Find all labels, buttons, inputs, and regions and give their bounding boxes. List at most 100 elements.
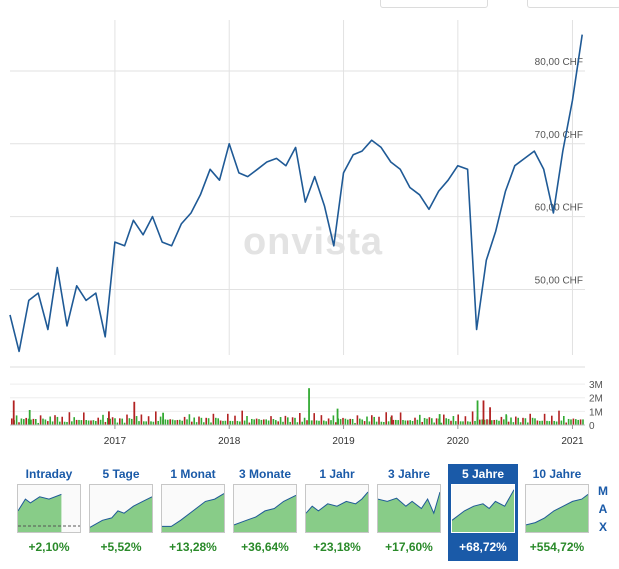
- volume-bar: [66, 421, 68, 425]
- volume-bar: [402, 420, 404, 425]
- volume-bar: [205, 417, 207, 425]
- volume-bar: [318, 420, 320, 425]
- volume-bar: [169, 419, 171, 425]
- volume-bar: [529, 413, 531, 425]
- volume-bar: [248, 422, 251, 425]
- tab-3-jahre[interactable]: 3 Jahre +17,60%: [374, 464, 444, 561]
- tab-10-jahre[interactable]: 10 Jahre +554,72%: [522, 464, 592, 561]
- x-tick-label: 2017: [104, 436, 127, 447]
- volume-bar: [253, 419, 255, 425]
- volume-bar: [563, 416, 565, 425]
- tab-label: 1 Monat: [170, 467, 216, 481]
- volume-bar: [42, 418, 44, 425]
- volume-bar: [68, 412, 71, 425]
- max-letter: A: [598, 502, 608, 516]
- volume-bar: [99, 419, 102, 425]
- volume-bar: [25, 417, 27, 425]
- tab-intraday[interactable]: Intraday +2,10%: [14, 464, 84, 561]
- volume-bar: [135, 416, 138, 425]
- thumbnail-line: [526, 494, 588, 526]
- volume-bar: [294, 417, 296, 425]
- volume-bar: [159, 416, 162, 425]
- top-control-button[interactable]: [380, 0, 488, 8]
- volume-bar: [291, 417, 294, 425]
- volume-bar: [459, 421, 462, 425]
- volume-bar: [335, 422, 337, 425]
- tab-label: 3 Jahre: [387, 467, 431, 481]
- thumbnail-sparkline: [306, 491, 368, 532]
- thumbnail-line: [18, 493, 62, 512]
- volume-bar: [83, 412, 85, 425]
- tab-1-monat[interactable]: 1 Monat +13,28%: [158, 464, 228, 561]
- volume-bar: [527, 422, 529, 425]
- volume-bar: [500, 416, 503, 425]
- volume-bar: [347, 419, 349, 425]
- volume-bar: [15, 415, 18, 425]
- volume-bar: [75, 419, 78, 425]
- volume-bar: [78, 419, 80, 425]
- volume-bar: [572, 418, 575, 425]
- volume-bar: [95, 421, 97, 425]
- volume-bar: [212, 413, 215, 425]
- volume-bar: [512, 422, 515, 425]
- volume-spike-bar: [489, 407, 491, 425]
- volume-bar: [455, 421, 457, 425]
- max-tab[interactable]: M A X: [597, 482, 609, 536]
- volume-bar: [155, 411, 157, 425]
- thumbnail-line: [90, 496, 152, 528]
- volume-bar: [363, 421, 366, 425]
- thumbnail-area: [306, 492, 368, 532]
- volume-bar: [327, 418, 330, 425]
- volume-bar: [176, 419, 179, 425]
- volume-bar: [260, 419, 263, 425]
- volume-spike-bar: [390, 415, 393, 425]
- y-tick-label: 50,00 CHF: [535, 275, 583, 286]
- thumbnail-sparkline: [18, 493, 80, 532]
- volume-bar: [313, 413, 315, 425]
- volume-bar: [255, 418, 258, 425]
- volume-bar: [239, 421, 241, 425]
- volume-bar: [351, 419, 354, 425]
- tab-3-monate[interactable]: 3 Monate +36,64%: [230, 464, 300, 561]
- volume-bar: [111, 417, 114, 425]
- tab-5-tage[interactable]: 5 Tage +5,52%: [86, 464, 156, 561]
- tab-label: 5 Tage: [102, 467, 140, 481]
- tab-thumbnail: [17, 484, 81, 533]
- thumbnail-sparkline: [526, 494, 588, 532]
- volume-bar: [462, 421, 464, 425]
- volume-bar: [440, 422, 443, 425]
- thumbnail-line: [162, 493, 224, 527]
- volume-bar: [104, 421, 107, 425]
- tab-1-jahr[interactable]: 1 Jahr +23,18%: [302, 464, 372, 561]
- tab-5-jahre[interactable]: 5 Jahre +68,72%: [448, 464, 518, 561]
- volume-spike-bar: [505, 415, 508, 425]
- volume-bar: [431, 418, 433, 425]
- volume-bar: [246, 416, 248, 425]
- volume-bar: [517, 417, 519, 425]
- volume-bar: [193, 417, 195, 425]
- volume-bar: [495, 419, 498, 425]
- volume-bar: [243, 420, 246, 425]
- volume-bar: [491, 420, 493, 425]
- volume-spike-bar: [12, 400, 15, 425]
- tab-label: 3 Monate: [238, 467, 291, 481]
- volume-bar: [383, 421, 385, 425]
- tab-label: 10 Jahre: [532, 467, 582, 481]
- tab-thumbnail: [451, 484, 515, 533]
- volume-bar: [287, 417, 289, 425]
- volume-bar: [301, 421, 303, 425]
- volume-bar: [157, 420, 159, 425]
- volume-bar: [411, 421, 414, 425]
- top-control-button[interactable]: [527, 0, 619, 8]
- volume-spike-bar: [482, 400, 485, 425]
- volume-bar: [479, 419, 481, 425]
- volume-bar: [483, 419, 486, 425]
- volume-bar: [368, 421, 371, 425]
- volume-bar: [272, 419, 275, 425]
- thumbnail-area: [378, 492, 440, 532]
- watermark-logo: onvista: [243, 221, 383, 263]
- volume-bar: [215, 417, 217, 425]
- volume-bar: [344, 418, 347, 425]
- volume-bar: [541, 420, 543, 425]
- volume-spike-bar: [28, 410, 31, 425]
